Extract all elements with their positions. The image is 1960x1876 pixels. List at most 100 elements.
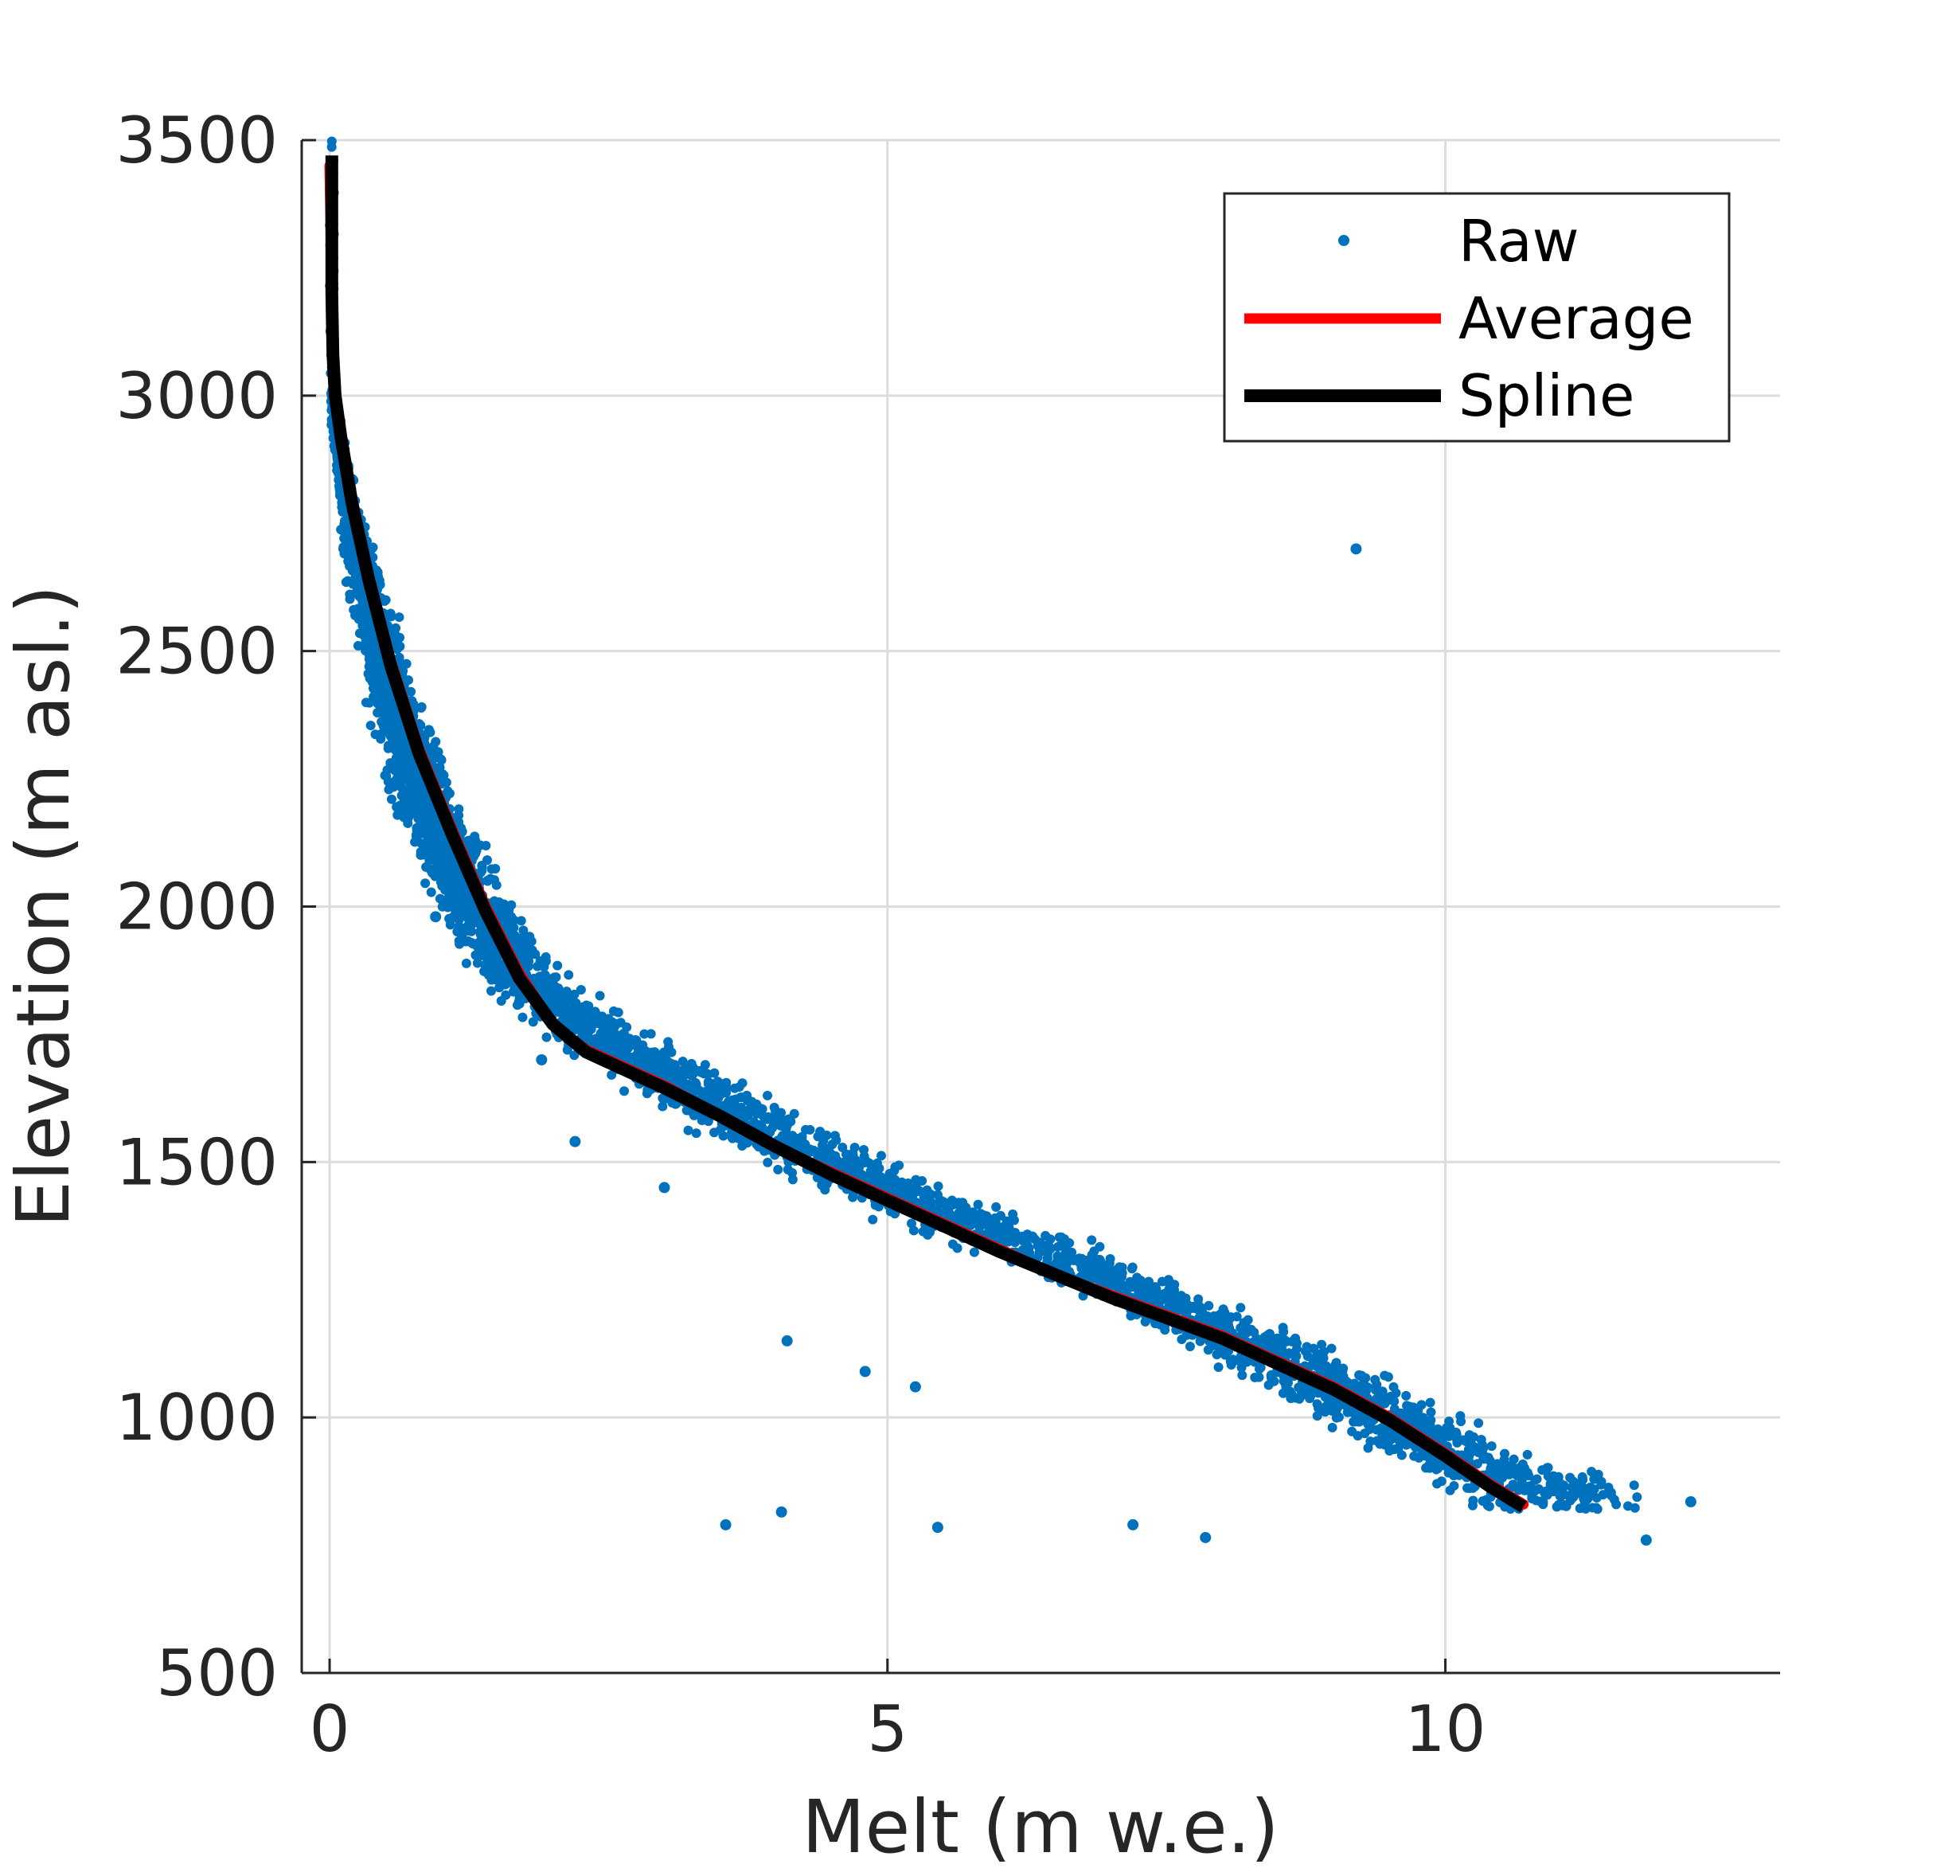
raw-point (385, 758, 396, 768)
raw-point (387, 728, 397, 738)
raw-point (491, 880, 502, 890)
raw-point (1022, 1239, 1033, 1249)
raw-point (820, 1185, 830, 1195)
raw-point (1237, 1370, 1247, 1381)
raw-point (459, 908, 470, 918)
raw-point (911, 1186, 921, 1196)
raw-outlier-point (569, 1135, 581, 1147)
raw-point (816, 1146, 826, 1156)
raw-outlier-point (1640, 1534, 1652, 1546)
raw-point (595, 991, 605, 1001)
raw-point (564, 970, 574, 980)
raw-point (1030, 1234, 1041, 1245)
raw-point (549, 990, 560, 1000)
raw-point (734, 1082, 744, 1092)
raw-point (386, 794, 396, 804)
raw-point (472, 958, 482, 968)
raw-point (370, 677, 381, 687)
raw-point (576, 984, 586, 995)
raw-point (345, 589, 355, 600)
y-tick-label: 2500 (115, 615, 278, 689)
raw-point (1567, 1493, 1577, 1503)
raw-point (487, 948, 498, 958)
raw-outlier-point (1350, 543, 1362, 555)
x-axis-label: Melt (m w.e.) (802, 1784, 1279, 1870)
raw-point (1313, 1403, 1323, 1413)
raw-point (1575, 1503, 1585, 1514)
raw-point (1499, 1448, 1509, 1459)
raw-point (876, 1151, 886, 1161)
y-tick-label: 3500 (115, 104, 278, 178)
raw-point (1003, 1237, 1013, 1247)
raw-point (462, 926, 472, 936)
raw-point (477, 861, 487, 871)
raw-point (527, 945, 537, 956)
raw-point (903, 1178, 913, 1188)
raw-point (1087, 1249, 1097, 1260)
raw-point (478, 941, 489, 952)
raw-point (549, 972, 560, 983)
raw-point (435, 893, 445, 904)
raw-point (1338, 1377, 1349, 1387)
raw-point (364, 698, 374, 708)
y-axis-label: Elevation (m asl.) (1, 585, 86, 1227)
raw-point (1196, 1303, 1206, 1313)
raw-outlier-point (430, 911, 442, 923)
raw-point (1218, 1304, 1228, 1315)
raw-point (1096, 1271, 1107, 1281)
raw-point (383, 700, 393, 710)
raw-point (1606, 1491, 1616, 1501)
raw-point (1598, 1490, 1608, 1500)
raw-point (380, 596, 390, 606)
raw-point (350, 610, 361, 620)
raw-point (490, 864, 501, 874)
raw-point (581, 1007, 592, 1018)
raw-point (948, 1211, 959, 1221)
raw-point (420, 823, 430, 834)
raw-point (560, 1003, 571, 1014)
raw-point (607, 1070, 617, 1081)
raw-point (439, 880, 450, 890)
raw-point (753, 1106, 763, 1116)
raw-point (757, 1122, 767, 1132)
raw-point (1105, 1254, 1115, 1264)
raw-point (410, 807, 420, 817)
raw-point (1384, 1445, 1395, 1456)
raw-point (565, 1010, 576, 1020)
raw-point (859, 1151, 869, 1162)
raw-point (1095, 1257, 1106, 1267)
raw-point (1538, 1499, 1548, 1510)
raw-point (370, 729, 381, 740)
raw-point (773, 1164, 783, 1174)
raw-point (621, 1034, 631, 1044)
raw-point (481, 841, 491, 851)
raw-point (1435, 1430, 1446, 1440)
raw-point (1157, 1276, 1167, 1287)
raw-point (461, 958, 471, 968)
raw-point (1556, 1484, 1567, 1495)
y-tick-label: 3000 (115, 359, 278, 433)
raw-point (667, 1097, 677, 1108)
raw-point (1522, 1449, 1532, 1460)
raw-point (410, 837, 420, 847)
raw-point (889, 1166, 900, 1176)
raw-point (455, 936, 465, 947)
raw-point (899, 1185, 909, 1195)
raw-point (927, 1198, 937, 1208)
raw-point (394, 765, 404, 776)
raw-point (1533, 1483, 1544, 1494)
raw-point (1232, 1355, 1242, 1366)
raw-point (533, 961, 543, 971)
raw-point (1345, 1381, 1356, 1391)
raw-point (1474, 1418, 1484, 1428)
raw-point (504, 905, 514, 916)
raw-point (350, 580, 361, 590)
raw-point (990, 1217, 1001, 1227)
raw-point (506, 928, 516, 938)
raw-point (478, 950, 488, 960)
raw-point (326, 136, 337, 147)
raw-point (431, 829, 441, 839)
raw-point (1067, 1247, 1077, 1257)
raw-point (361, 627, 372, 637)
raw-point (1542, 1486, 1552, 1496)
